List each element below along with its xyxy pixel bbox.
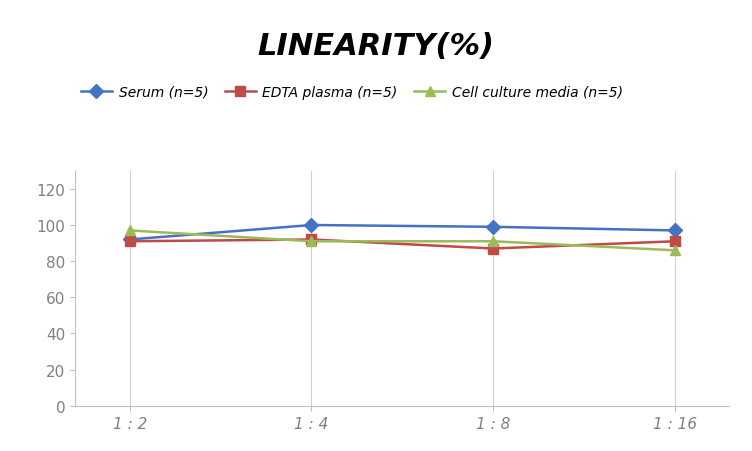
- Line: Cell culture media (n=5): Cell culture media (n=5): [125, 226, 680, 256]
- EDTA plasma (n=5): [489, 246, 498, 252]
- Serum (n=5): [307, 223, 316, 228]
- Cell culture media (n=5): [125, 228, 134, 234]
- Cell culture media (n=5): [671, 248, 680, 253]
- Text: LINEARITY(%): LINEARITY(%): [257, 32, 495, 60]
- Serum (n=5): [125, 237, 134, 243]
- Serum (n=5): [671, 228, 680, 234]
- EDTA plasma (n=5): [125, 239, 134, 244]
- Line: Serum (n=5): Serum (n=5): [125, 221, 680, 245]
- Serum (n=5): [489, 225, 498, 230]
- EDTA plasma (n=5): [307, 237, 316, 243]
- Cell culture media (n=5): [489, 239, 498, 244]
- EDTA plasma (n=5): [671, 239, 680, 244]
- Cell culture media (n=5): [307, 239, 316, 244]
- Legend: Serum (n=5), EDTA plasma (n=5), Cell culture media (n=5): Serum (n=5), EDTA plasma (n=5), Cell cul…: [76, 80, 629, 105]
- Line: EDTA plasma (n=5): EDTA plasma (n=5): [125, 235, 680, 254]
